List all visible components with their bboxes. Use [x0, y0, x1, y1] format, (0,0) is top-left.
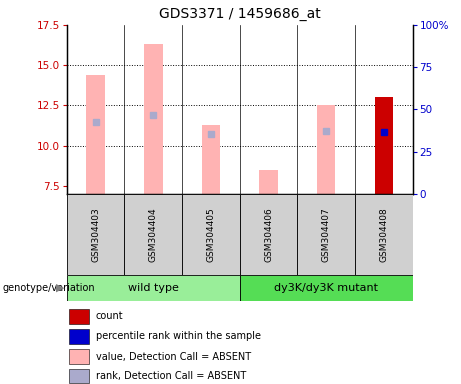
Text: GSM304407: GSM304407 — [322, 207, 331, 262]
Text: wild type: wild type — [128, 283, 179, 293]
Bar — [259, 170, 278, 194]
Bar — [240, 275, 413, 301]
Bar — [67, 194, 124, 275]
Bar — [144, 44, 162, 194]
Text: genotype/variation: genotype/variation — [2, 283, 95, 293]
Text: GSM304408: GSM304408 — [379, 207, 388, 262]
Bar — [124, 194, 182, 275]
Bar — [86, 75, 105, 194]
Bar — [69, 369, 89, 383]
Text: dy3K/dy3K mutant: dy3K/dy3K mutant — [274, 283, 378, 293]
Text: percentile rank within the sample: percentile rank within the sample — [96, 331, 261, 341]
Text: ▶: ▶ — [56, 283, 64, 293]
Bar — [69, 329, 89, 344]
Bar — [69, 349, 89, 364]
Bar — [202, 125, 220, 194]
Text: value, Detection Call = ABSENT: value, Detection Call = ABSENT — [96, 352, 251, 362]
Text: GSM304404: GSM304404 — [149, 207, 158, 262]
Text: rank, Detection Call = ABSENT: rank, Detection Call = ABSENT — [96, 371, 246, 381]
Text: GSM304405: GSM304405 — [207, 207, 215, 262]
Bar — [67, 275, 240, 301]
Bar — [355, 194, 413, 275]
Bar — [375, 98, 393, 194]
Title: GDS3371 / 1459686_at: GDS3371 / 1459686_at — [159, 7, 320, 21]
Bar — [182, 194, 240, 275]
Text: GSM304403: GSM304403 — [91, 207, 100, 262]
Bar — [297, 194, 355, 275]
Bar — [69, 309, 89, 323]
Bar — [240, 194, 297, 275]
Text: GSM304406: GSM304406 — [264, 207, 273, 262]
Bar — [317, 106, 336, 194]
Text: count: count — [96, 311, 124, 321]
